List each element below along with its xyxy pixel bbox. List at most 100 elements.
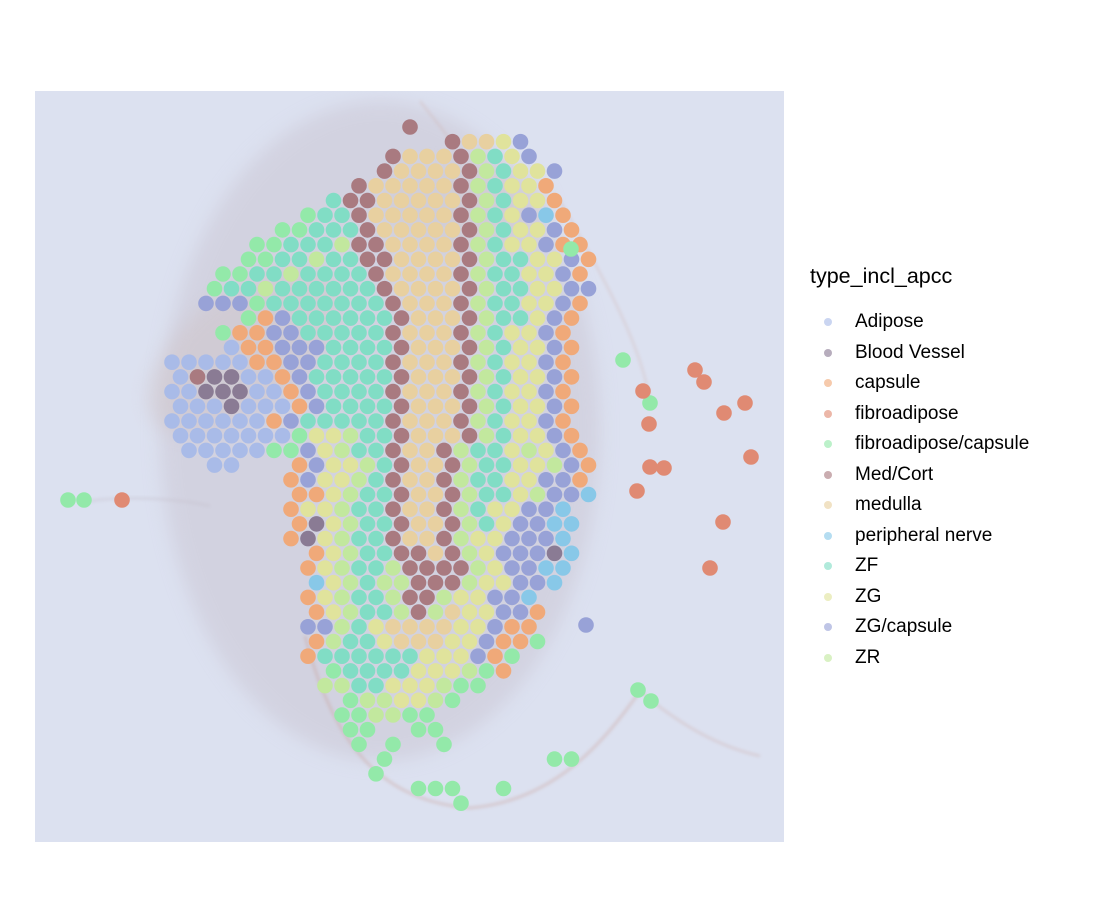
spot [538, 501, 554, 517]
spot [546, 574, 563, 591]
spot [419, 648, 435, 664]
spot [512, 604, 529, 620]
spot [325, 663, 342, 679]
spot [317, 677, 333, 694]
spot [419, 707, 435, 723]
spot [444, 369, 461, 385]
spot [436, 560, 452, 576]
spot [206, 427, 223, 444]
spot [521, 442, 537, 459]
legend-swatch-dot [824, 501, 832, 510]
spot [538, 178, 554, 194]
spot [546, 398, 563, 415]
spot [504, 501, 520, 517]
spot [334, 589, 350, 606]
spot [478, 545, 495, 562]
spot [189, 427, 206, 444]
legend-swatch-dot [824, 470, 832, 479]
spot [300, 325, 316, 341]
spot [359, 310, 376, 326]
spot [385, 530, 401, 547]
spot [385, 707, 401, 723]
spot [410, 604, 427, 620]
spot [215, 442, 231, 459]
spot [512, 192, 529, 209]
spot [487, 442, 503, 459]
spot [504, 472, 520, 488]
spot [385, 619, 401, 635]
spot [453, 648, 469, 664]
spot [453, 207, 469, 223]
spot [317, 472, 333, 488]
spot [512, 133, 529, 150]
spot [436, 501, 452, 517]
spot [402, 148, 418, 165]
spot [368, 354, 384, 371]
spot [376, 692, 393, 709]
spot [283, 354, 299, 371]
spot [393, 516, 410, 532]
spot [385, 236, 401, 253]
spot [453, 236, 469, 253]
spot [529, 251, 546, 268]
spot [325, 516, 342, 532]
spot [402, 413, 418, 429]
spot [555, 472, 571, 488]
spot [444, 545, 461, 562]
spot [376, 251, 393, 268]
spot [317, 442, 333, 459]
spot [470, 178, 486, 194]
spot [368, 707, 384, 723]
spot [538, 413, 554, 429]
spot [257, 398, 274, 415]
spot [325, 310, 342, 326]
spot [521, 472, 537, 488]
spot [529, 280, 546, 297]
spot [512, 310, 529, 326]
spot [257, 251, 274, 268]
spot [266, 266, 282, 282]
spot [385, 560, 401, 576]
spot [546, 251, 563, 268]
spot [521, 295, 537, 312]
spot [453, 295, 469, 312]
spot [444, 692, 461, 709]
spot [529, 457, 546, 473]
spot [376, 486, 393, 503]
spot [249, 383, 265, 400]
spot [376, 427, 393, 444]
spot [427, 163, 444, 179]
spot [444, 398, 461, 415]
spot [487, 266, 503, 282]
spot [436, 354, 452, 371]
spot [495, 133, 512, 150]
spot [368, 766, 384, 782]
spot [342, 339, 359, 356]
spot [436, 648, 452, 664]
spot [495, 663, 512, 679]
spot [461, 222, 478, 238]
spot [257, 310, 274, 326]
spot [368, 383, 384, 400]
spot [419, 354, 435, 371]
spot [546, 163, 563, 179]
spot [342, 604, 359, 620]
spot [172, 369, 189, 385]
spot [478, 369, 495, 385]
spot [521, 354, 537, 371]
spot [521, 589, 537, 606]
spot [223, 457, 240, 473]
legend-item-label: Blood Vessel [855, 341, 965, 363]
spot [198, 442, 214, 459]
spot [317, 501, 333, 517]
spot [495, 427, 512, 444]
spot [546, 280, 563, 297]
spot [436, 325, 452, 341]
spot [351, 648, 367, 664]
spot [393, 604, 410, 620]
spot [478, 280, 495, 297]
spot [642, 395, 658, 411]
spot [444, 574, 461, 591]
spot [444, 427, 461, 444]
legend-swatch-dot [824, 531, 832, 540]
